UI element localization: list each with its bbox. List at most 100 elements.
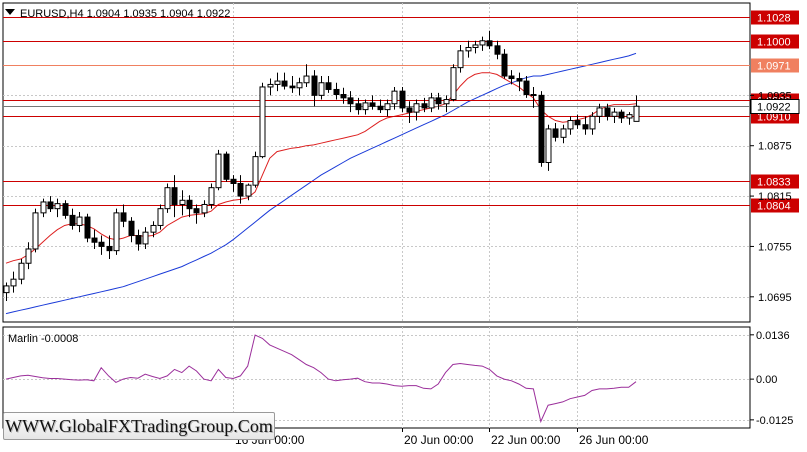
- level-price-tag: [751, 58, 799, 73]
- bull-candle: [626, 114, 633, 119]
- bull-candle: [10, 278, 17, 287]
- bull-candle: [150, 224, 157, 233]
- bull-candle: [450, 67, 457, 101]
- x-tick-label: 20 Jun 00:00: [404, 433, 474, 447]
- marlin-line: [5, 334, 637, 424]
- bear-candle: [340, 94, 347, 99]
- current-price-label: 1.0922: [757, 102, 791, 114]
- bear-candle: [120, 212, 127, 222]
- bear-candle: [355, 103, 362, 111]
- bull-candle: [32, 212, 39, 250]
- x-tick-label: 22 Jun 00:00: [491, 433, 561, 447]
- bear-candle: [406, 107, 413, 113]
- bear-candle: [237, 182, 244, 197]
- bear-candle: [128, 220, 135, 237]
- bull-candle: [54, 203, 61, 210]
- bear-candle: [69, 214, 76, 226]
- bull-candle: [208, 187, 215, 205]
- bear-candle: [494, 45, 501, 55]
- bear-candle: [508, 75, 515, 80]
- indicator-panel-frame: [2, 326, 751, 429]
- ind-y-tick-label: -0.0125: [756, 415, 793, 427]
- y-tick-label: 1.0875: [758, 141, 792, 153]
- level-price-label: 1.0971: [757, 61, 791, 73]
- horizontal-levels[interactable]: 1.10281.10001.09711.09301.09101.08331.08…: [3, 10, 800, 213]
- bull-candle: [391, 90, 398, 105]
- bear-candle: [399, 90, 406, 109]
- bear-candle: [347, 97, 354, 105]
- bear-candle: [47, 201, 54, 210]
- bear-candle: [530, 94, 537, 97]
- bear-candle: [574, 120, 581, 126]
- bull-candle: [384, 103, 391, 111]
- marlin-indicator: [5, 334, 637, 424]
- bull-candle: [465, 46, 472, 52]
- y-tick-label: 1.0695: [758, 292, 792, 304]
- bear-candle: [501, 53, 508, 77]
- bear-candle: [230, 178, 237, 184]
- bull-candle: [611, 111, 618, 117]
- bear-candle: [106, 245, 113, 252]
- ind-y-tick-label: 0.0136: [756, 330, 790, 342]
- level-price-label: 1.1028: [757, 13, 791, 25]
- bear-candle: [421, 103, 428, 109]
- fast-ma-line: [5, 72, 637, 264]
- bull-candle: [457, 50, 464, 69]
- bear-candle: [281, 80, 288, 87]
- bull-candle: [142, 231, 149, 245]
- bear-candle: [523, 80, 530, 96]
- slow-ma-line: [5, 52, 637, 315]
- bear-candle: [62, 203, 69, 216]
- price-axis: 1.0695 1.0755 1.0815 1.0875 1.0935 0.0136 0.00…: [750, 90, 793, 427]
- bear-candle: [516, 78, 523, 82]
- bull-candle: [596, 107, 603, 117]
- bear-candle: [84, 216, 91, 239]
- bull-candle: [472, 44, 479, 48]
- level-price-tag: [751, 198, 799, 213]
- level-price-tag: [751, 10, 799, 25]
- bull-candle: [479, 40, 486, 46]
- bull-candle: [567, 120, 574, 130]
- current-price-tag: [750, 99, 800, 114]
- bear-candle: [486, 40, 493, 47]
- indicator-header: Marlin -0.0008: [8, 333, 78, 345]
- bear-candle: [582, 124, 589, 130]
- bull-candle: [413, 103, 420, 113]
- level-price-tag: [751, 174, 799, 189]
- chart-menu-icon[interactable]: [5, 9, 15, 15]
- bear-candle: [377, 105, 384, 111]
- bull-candle: [303, 75, 310, 84]
- bull-candle: [40, 201, 47, 214]
- bull-candle: [362, 102, 369, 111]
- bull-candle: [589, 115, 596, 130]
- y-tick-label: 1.0755: [758, 241, 792, 253]
- bear-candle: [186, 199, 193, 210]
- bull-candle: [245, 184, 252, 197]
- bull-candle: [201, 203, 208, 214]
- bear-candle: [618, 111, 625, 119]
- level-price-label: 1.0910: [757, 112, 791, 124]
- price-panel-frame: [2, 2, 751, 323]
- ind-y-tick-label: 0.00: [756, 374, 777, 386]
- bear-candle: [538, 94, 545, 163]
- bull-candle: [267, 83, 274, 88]
- bear-candle: [193, 208, 200, 214]
- bear-candle: [333, 88, 340, 96]
- level-price-label: 1.0804: [757, 201, 791, 213]
- bear-candle: [171, 187, 178, 205]
- bull-candle: [428, 97, 435, 109]
- bear-candle: [135, 235, 142, 245]
- bear-candle: [91, 237, 98, 243]
- bear-candle: [325, 82, 332, 90]
- bear-candle: [311, 75, 318, 96]
- candlesticks: [3, 30, 640, 302]
- level-price-label: 1.1000: [757, 37, 791, 49]
- bear-candle: [369, 102, 376, 107]
- y-tick-label: 1.0815: [758, 191, 792, 203]
- bear-candle: [604, 107, 611, 117]
- bull-candle: [296, 82, 303, 89]
- bull-candle: [443, 99, 450, 105]
- time-axis: 16 Jun 00:00 20 Jun 00:00 22 Jun 00:00 26 J…: [233, 428, 649, 447]
- bull-candle: [113, 212, 120, 252]
